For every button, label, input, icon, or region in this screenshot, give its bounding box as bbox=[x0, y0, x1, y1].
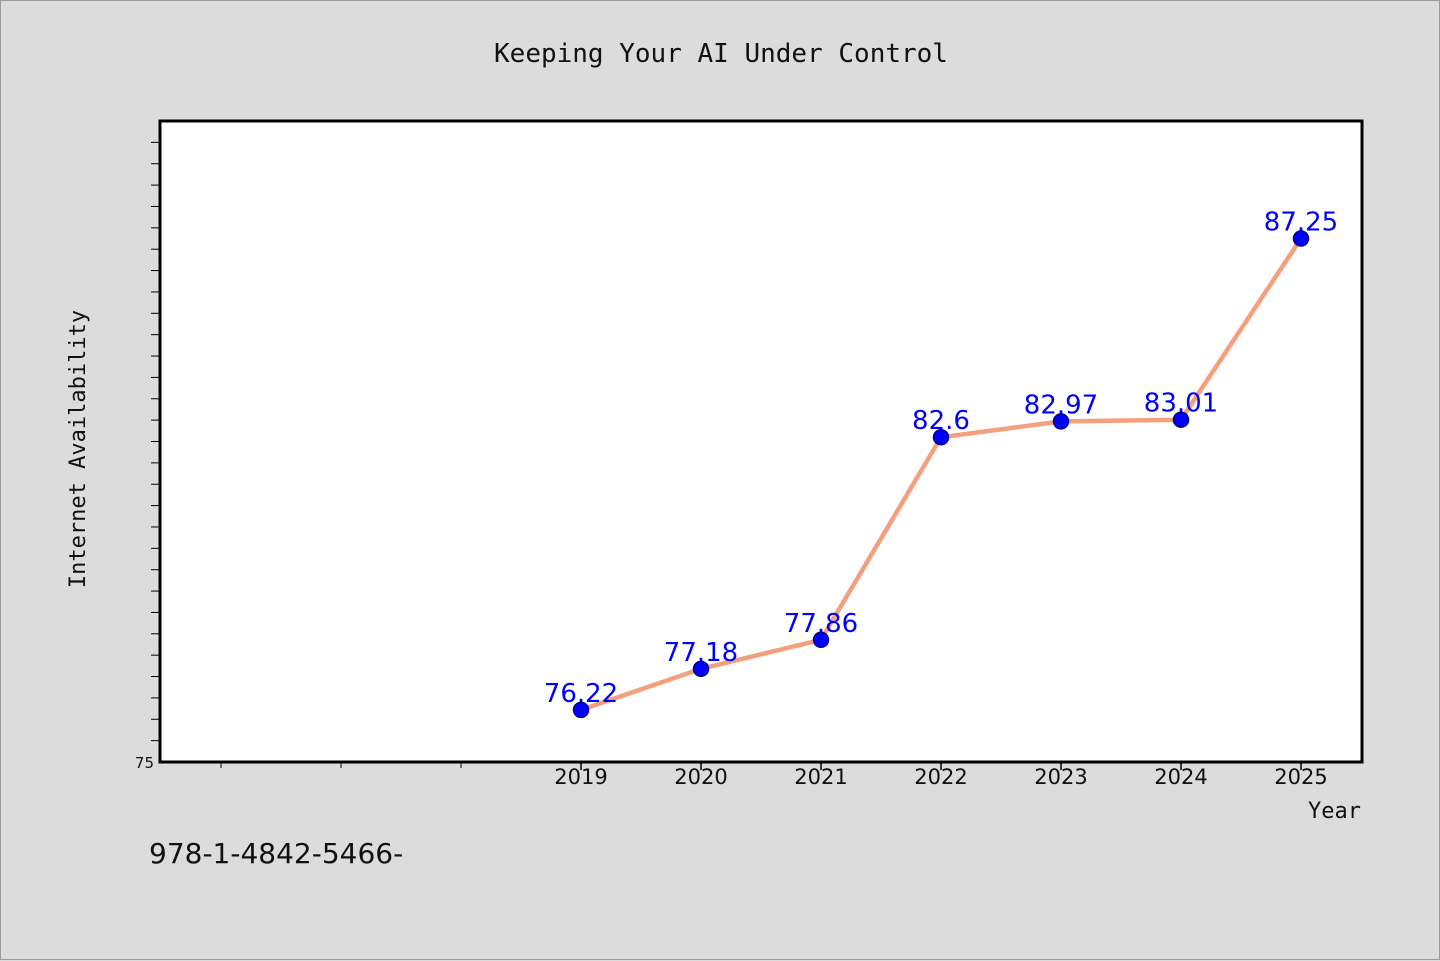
x-tick-label: 2025 bbox=[1274, 765, 1327, 789]
x-tick-label: 2020 bbox=[674, 765, 727, 789]
data-label: 87.25 bbox=[1264, 208, 1338, 238]
data-label: 82.6 bbox=[912, 406, 970, 436]
x-axis-label: Year bbox=[1308, 799, 1361, 824]
plot-area bbox=[158, 119, 1364, 764]
isbn-footer: 978-1-4842-5466- bbox=[149, 837, 403, 870]
x-tick-label: 2023 bbox=[1034, 765, 1087, 789]
data-point bbox=[692, 660, 710, 678]
y-axis-label: Internet Availability bbox=[66, 310, 91, 588]
data-label: 77.86 bbox=[784, 609, 858, 639]
y-tick-label: 75 bbox=[135, 754, 154, 772]
data-label: 76.22 bbox=[544, 679, 618, 709]
x-tick-label: 2021 bbox=[794, 765, 847, 789]
x-tick-label: 2019 bbox=[554, 765, 607, 789]
x-tick-label: 2024 bbox=[1154, 765, 1207, 789]
chart-title: Keeping Your AI Under Control bbox=[494, 39, 948, 69]
data-label: 83.01 bbox=[1144, 389, 1218, 419]
data-label: 82.97 bbox=[1024, 390, 1098, 420]
data-point bbox=[1172, 411, 1190, 428]
marker-group bbox=[572, 230, 1310, 719]
x-tick-label: 2022 bbox=[914, 765, 967, 789]
data-point bbox=[812, 631, 830, 649]
data-label-group: 76.22 77.18 77.86 82.6 82.97 83.01 87.25 bbox=[544, 208, 1338, 709]
data-point bbox=[572, 701, 590, 719]
data-point bbox=[1292, 230, 1310, 247]
data-label: 77.18 bbox=[664, 638, 738, 668]
data-point bbox=[932, 428, 950, 446]
x-axis-ticks: 2019 2020 2021 2022 2023 2024 2025 bbox=[220, 762, 1328, 789]
data-point bbox=[1052, 413, 1070, 430]
y-axis-ticks: 75 bbox=[135, 141, 160, 772]
